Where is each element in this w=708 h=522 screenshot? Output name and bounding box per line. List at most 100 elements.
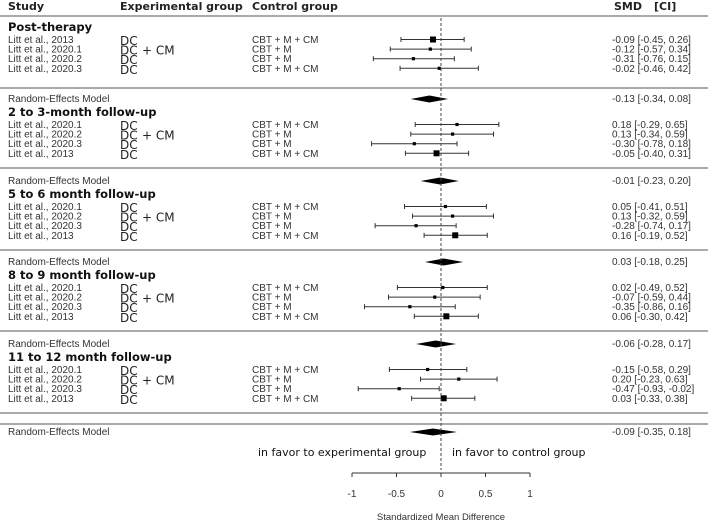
overall-diamond [409,428,458,436]
experimental-dc-label: DC [120,201,138,215]
smd-value: -0.15 [-0.58, 0.29] [612,365,691,376]
effect-point [433,295,437,299]
control-group: CBT + M + CM [252,394,319,405]
section-title: 5 to 6 month follow-up [8,187,156,201]
header-experimental: Experimental group [120,0,243,13]
control-group: CBT + M + CM [252,312,319,323]
pooled-label: Random-Effects Model [8,257,110,268]
pooled-label: Random-Effects Model [8,94,110,105]
smd-value: 0.18 [-0.29, 0.65] [612,120,688,131]
effect-point [443,313,450,320]
control-group: CBT + M + CM [252,283,319,294]
control-group: CBT + M [252,54,292,65]
control-group: CBT + M + CM [252,64,319,75]
divider-lines [0,15,708,425]
smd-value: 0.13 [-0.32, 0.59] [612,212,688,223]
experimental-dc-label: DC [120,220,138,234]
effect-point [433,150,440,157]
pooled-smd-value: 0.03 [-0.18, 0.25] [612,257,688,268]
pooled-label: Random-Effects Model [8,339,110,350]
smd-value: 0.06 [-0.30, 0.42] [612,312,688,323]
control-group: CBT + M + CM [252,202,319,213]
control-group: CBT + M [252,221,292,232]
control-group: CBT + M + CM [252,231,319,242]
effect-point [437,66,441,70]
x-axis-label: Standardized Mean Difference [377,512,505,522]
smd-value: -0.02 [-0.46, 0.42] [612,64,691,75]
experimental-dc-label: DC [120,211,138,225]
control-group: CBT + M [252,302,292,313]
overall-label: Random-Effects Model [8,427,110,438]
study-name: Litt et al., 2020.2 [8,293,82,304]
pooled-diamond [416,340,457,348]
smd-value: 0.03 [-0.33, 0.38] [612,394,688,405]
header-control: Control group [252,0,338,13]
x-tick-label: -1 [348,489,357,500]
smd-value: 0.02 [-0.49, 0.52] [612,283,688,294]
study-name: Litt et al., 2020.3 [8,139,82,150]
experimental-dc-label: DC [120,129,138,143]
header-study: Study [8,0,44,13]
study-name: Litt et al., 2020.2 [8,54,82,65]
experimental-cm-label: + CM [142,211,175,225]
effect-point [414,224,418,228]
study-name: Litt et al., 2020.3 [8,384,82,395]
pooled-diamond [420,177,459,185]
experimental-cm-label: + CM [142,129,175,143]
header-ci: [CI] [654,0,676,13]
section-title: 8 to 9 month follow-up [8,268,156,282]
effect-point [412,142,416,146]
experimental-dc-label: DC [120,138,138,152]
effect-point [408,305,412,309]
x-tick-label: 0 [438,489,444,500]
section-title: 11 to 12 month follow-up [8,350,172,364]
control-group: CBT + M + CM [252,120,319,131]
effect-point [428,47,432,51]
smd-value: -0.05 [-0.40, 0.31] [612,149,691,160]
experimental-dc-label: DC [120,53,138,67]
experimental-dc-label: DC [120,292,138,306]
x-tick-label: 0.5 [479,489,493,500]
smd-value: 0.16 [-0.19, 0.52] [612,231,688,242]
favor-control-label: in favor to control group [452,446,586,459]
control-group: CBT + M [252,212,292,223]
study-name: Litt et al., 2013 [8,394,74,405]
smd-value: -0.09 [-0.45, 0.26] [612,35,691,46]
study-name: Litt et al., 2020.2 [8,130,82,141]
control-group: CBT + M [252,293,292,304]
smd-value: -0.47 [-0.93, -0.02] [612,384,694,395]
study-name: Litt et al., 2013 [8,35,74,46]
control-group: CBT + M + CM [252,149,319,160]
smd-value: -0.12 [-0.57, 0.34] [612,45,691,56]
smd-value: -0.07 [-0.59, 0.44] [612,293,691,304]
study-name: Litt et al., 2020.3 [8,221,82,232]
study-name: Litt et al., 2013 [8,231,74,242]
control-group: CBT + M [252,139,292,150]
smd-value: 0.20 [-0.23, 0.63] [612,375,688,386]
x-tick-label: -0.5 [388,489,406,500]
experimental-dc-label: DC [120,364,138,378]
control-group: CBT + M [252,375,292,386]
experimental-dc-label: DC [120,393,138,407]
effect-point [426,367,430,372]
effect-point [452,232,459,239]
effect-point [450,132,455,136]
smd-value: 0.05 [-0.41, 0.51] [612,202,688,213]
experimental-dc-label: DC [120,230,138,244]
control-group: CBT + M [252,45,292,56]
smd-value: -0.30 [-0.78, 0.18] [612,139,691,150]
experimental-dc-label: DC [120,63,138,77]
section-title: Post-therapy [8,20,93,34]
effect-point [397,387,401,391]
study-name: Litt et al., 2020.2 [8,375,82,386]
effect-point [457,377,461,381]
study-name: Litt et al., 2020.3 [8,302,82,313]
control-group: CBT + M [252,130,292,141]
control-group: CBT + M [252,384,292,395]
effect-point [450,214,455,218]
effect-point [455,122,459,127]
study-name: Litt et al., 2013 [8,149,74,160]
effect-point [441,285,445,290]
pooled-label: Random-Effects Model [8,176,110,187]
